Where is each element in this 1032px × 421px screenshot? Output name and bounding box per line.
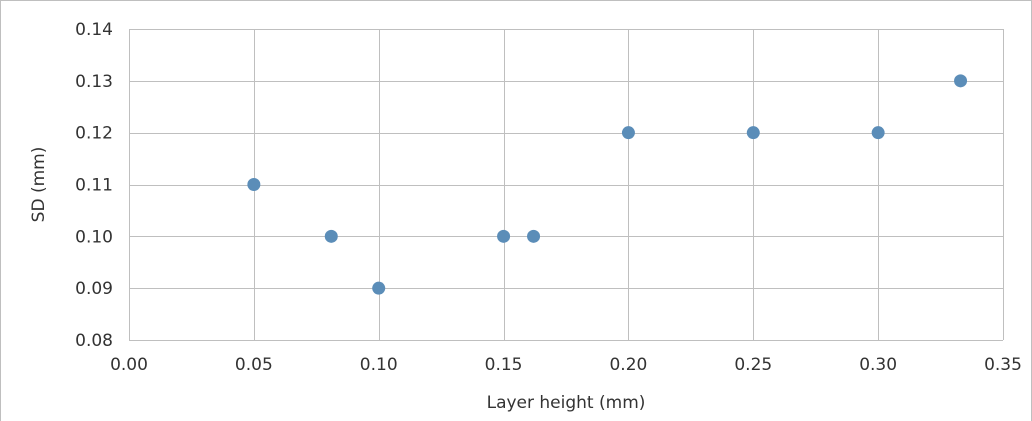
data-point (527, 229, 541, 243)
data-point (247, 178, 261, 191)
y-tick-labels: 0.08 0.09 0.10 0.11 0.12 0.13 0.14 (75, 20, 113, 351)
grid-lines (129, 29, 1004, 341)
x-tick-label: 0.25 (734, 355, 772, 375)
y-tick-label: 0.09 (75, 279, 113, 299)
y-tick-label: 0.14 (75, 20, 113, 40)
y-axis-label: SD (mm) (29, 147, 49, 223)
x-tick-labels: 0.00 0.05 0.10 0.15 0.20 0.25 0.30 0.35 (110, 355, 1022, 375)
x-tick-label: 0.05 (235, 355, 273, 375)
x-tick-label: 0.20 (609, 355, 647, 375)
data-point (372, 281, 386, 295)
x-tick-label: 0.35 (984, 355, 1022, 375)
data-points (247, 74, 968, 295)
y-tick-label: 0.10 (75, 227, 113, 247)
x-tick-label: 0.30 (859, 355, 897, 375)
data-point (621, 126, 635, 140)
data-point (324, 229, 338, 243)
x-tick-label: 0.00 (110, 355, 148, 375)
x-axis-label: Layer height (mm) (487, 393, 646, 413)
data-point (954, 74, 968, 88)
y-tick-label: 0.11 (75, 176, 113, 196)
data-point (746, 126, 760, 140)
x-tick-label: 0.15 (485, 355, 523, 375)
x-tick-label: 0.10 (360, 355, 398, 375)
y-tick-label: 0.08 (75, 331, 113, 351)
y-tick-label: 0.13 (75, 72, 113, 92)
y-tick-label: 0.12 (75, 124, 113, 144)
data-point (871, 126, 885, 140)
data-point (497, 229, 511, 243)
